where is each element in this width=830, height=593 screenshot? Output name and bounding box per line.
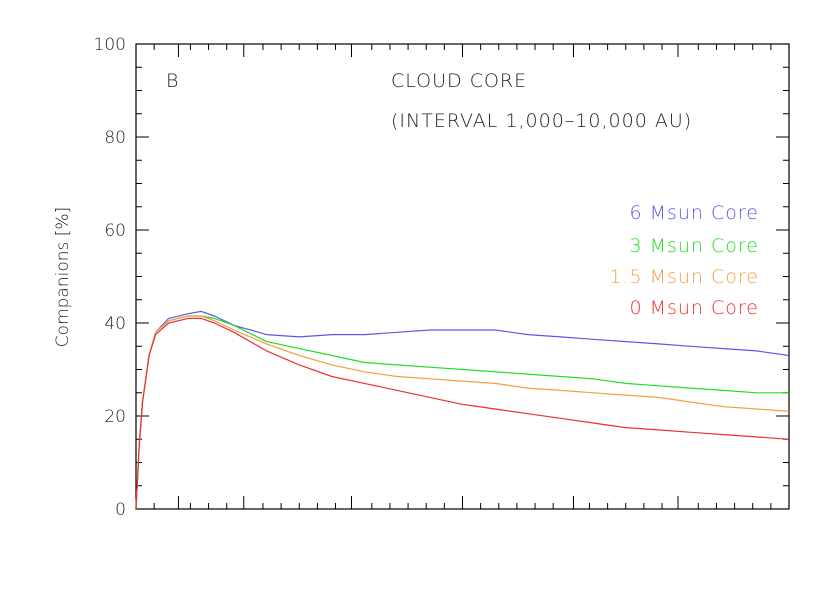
legend-entry: 0 Msun Core bbox=[629, 297, 759, 319]
series-line-0 bbox=[135, 310, 790, 510]
legend-entry: 6 Msun Core bbox=[629, 202, 759, 224]
series-lines bbox=[135, 310, 790, 510]
y-tick-label: 40 bbox=[104, 314, 126, 334]
series-line-3 bbox=[135, 317, 790, 510]
legend-entry: 3 Msun Core bbox=[629, 235, 759, 257]
series-line-2 bbox=[135, 315, 790, 510]
chart-subtitle: (INTERVAL 1,000–10,000 AU) bbox=[391, 110, 692, 132]
panel-label: B bbox=[166, 70, 178, 92]
y-tick-label: 60 bbox=[104, 221, 126, 241]
x-axis-ticks bbox=[153, 44, 772, 509]
legend-entry: 1.5 Msun Core bbox=[609, 266, 759, 288]
legend: 6 Msun Core 3 Msun Core 1.5 Msun Core 0 Msu… bbox=[609, 202, 759, 319]
chart-title: CLOUD CORE bbox=[391, 70, 527, 92]
series-line-1 bbox=[135, 315, 789, 510]
y-tick-label: 20 bbox=[104, 407, 126, 427]
y-axis-label: Companions [%] bbox=[53, 207, 73, 347]
y-tick-label: 80 bbox=[104, 128, 126, 148]
y-tick-label: 100 bbox=[94, 35, 126, 55]
y-tick-label: 0 bbox=[115, 500, 126, 520]
